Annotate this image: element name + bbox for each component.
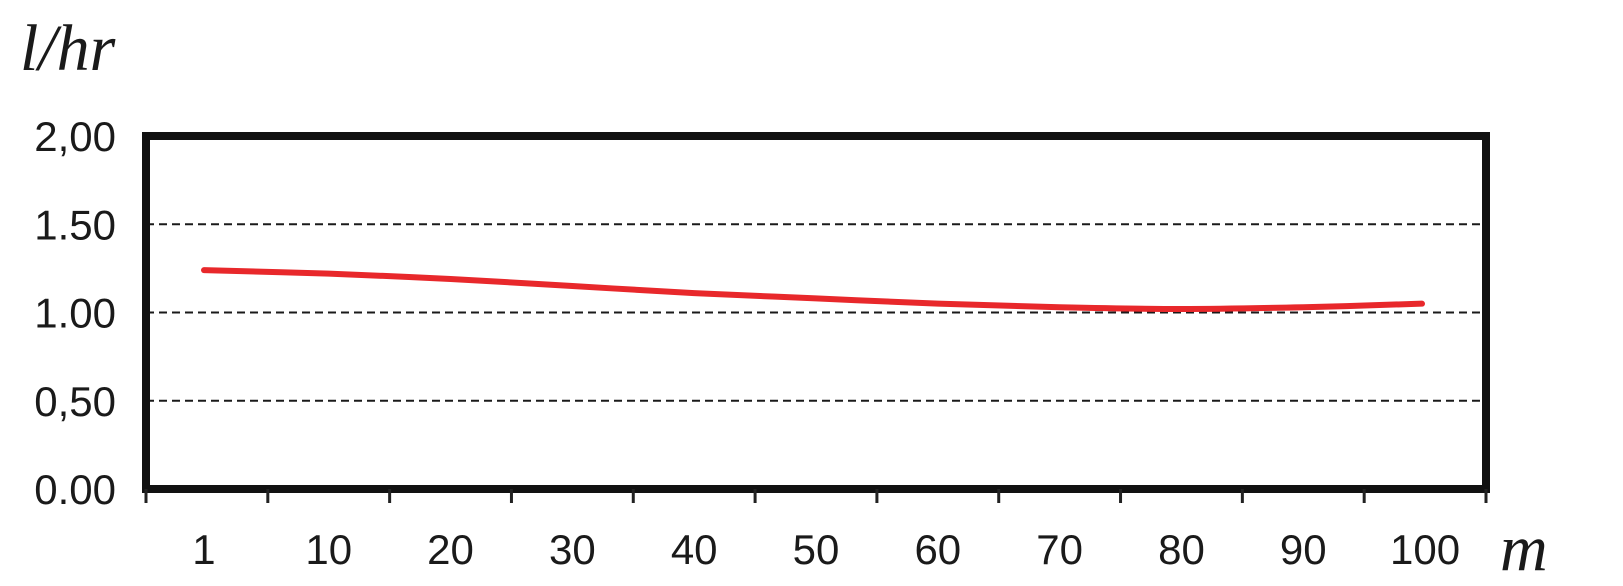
plot-frame — [142, 132, 1490, 493]
x-tick-label: 1 — [192, 526, 215, 573]
x-tick-label: 40 — [671, 526, 718, 573]
y-tick-label: 1.00 — [34, 290, 116, 337]
y-axis: 0.00 0,50 1.00 1.50 2,00 — [34, 113, 116, 513]
x-tick-label: 100 — [1390, 526, 1460, 573]
x-tick-label: 30 — [549, 526, 596, 573]
series-line — [201, 267, 1425, 312]
x-tick-label: 80 — [1158, 526, 1205, 573]
series-layer — [201, 267, 1425, 312]
y-tick-label: 1.50 — [34, 201, 116, 248]
y-tick-label: 0.00 — [34, 466, 116, 513]
x-tick-label: 90 — [1280, 526, 1327, 573]
x-tick-label: 70 — [1036, 526, 1083, 573]
x-tick-label: 20 — [427, 526, 474, 573]
x-axis-title: m — [1500, 512, 1548, 585]
x-tick-label: 10 — [305, 526, 352, 573]
x-axis: 1 10 20 30 40 50 60 70 80 90 100 — [144, 489, 1488, 573]
x-tick-label: 50 — [793, 526, 840, 573]
grid-lines — [146, 223, 1486, 402]
y-axis-title: l/hr — [20, 12, 116, 85]
y-tick-label: 2,00 — [34, 113, 116, 160]
x-tick-label: 60 — [914, 526, 961, 573]
y-tick-label: 0,50 — [34, 378, 116, 425]
